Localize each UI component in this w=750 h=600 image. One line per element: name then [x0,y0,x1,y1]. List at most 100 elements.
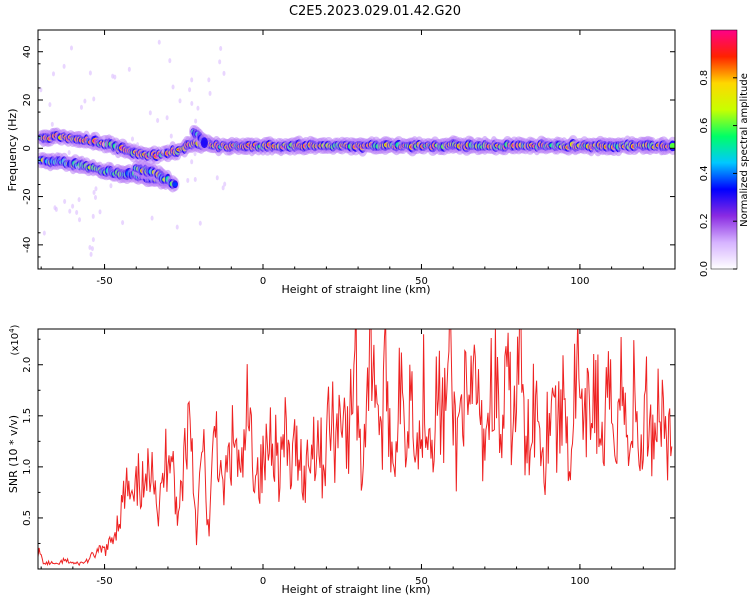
heatmap-speck [121,220,125,226]
snr-x-tick-label: -50 [96,576,112,587]
heatmap-speck [91,213,95,219]
heatmap-speck [168,58,172,64]
heatmap-x-label: Height of straight line (km) [281,283,430,296]
snr-y-multiplier: (x104) [8,324,21,355]
heatmap-speck [193,151,197,157]
heatmap-speck [62,63,66,69]
heatmap-speck [165,115,169,121]
heatmap-speck [148,110,152,116]
heatmap-speck [196,105,200,111]
heatmap-speck [150,215,154,221]
heatmap-speck [186,177,190,183]
heatmap-cell-core [172,182,178,187]
heatmap-speck [98,209,102,215]
heatmap-speck [198,220,202,226]
snr-y-tick-label: 2.0 [22,357,33,373]
heatmap-speck [208,90,212,96]
heatmap-cell-core [201,139,208,146]
snr-x-tick-label: 0 [260,576,266,587]
heatmap-speck [63,199,67,205]
heatmap-speck [91,237,95,243]
figure-title: C2E5.2023.029.01.42.G20 [289,4,461,19]
heatmap-speck [190,77,194,83]
heatmap-speck [188,87,192,93]
heatmap-speck [76,165,80,171]
heatmap-speck [156,117,160,123]
heatmap-speck [221,185,225,191]
heatmap-speck [223,181,227,187]
colorbar-ticks: 0.0 0.2 0.4 0.6 0.8 [699,70,737,277]
heatmap-speck [92,96,96,102]
heatmap-speck [89,251,93,257]
heatmap-speck [90,246,94,252]
snr-x-tick-label: 100 [570,576,589,587]
heatmap-speck [149,159,153,165]
heatmap-x-tick-label: -50 [96,276,112,287]
heatmap-speck [78,217,82,223]
colorbar-bar [710,29,738,270]
colorbar-tick-label: 0.6 [699,118,710,134]
snr-y-tick-label: 1.0 [22,459,33,475]
heatmap-speck [218,59,222,65]
heatmap-speck [88,70,92,76]
heatmap-speck [68,208,72,214]
heatmap-speck [113,74,117,80]
heatmap-y-tick-label: -40 [22,237,33,253]
heatmap-speck [194,118,198,124]
heatmap-speck [88,244,92,250]
heatmap-speck [75,210,79,216]
snr-panel: -50 0 50 100 0.5 1.0 1.5 2.0 Height of straigh… [7,324,676,596]
heatmap-speck [136,142,140,148]
heatmap-speck [69,45,73,51]
heatmap-speck [161,148,165,154]
heatmap-frame [37,29,676,270]
heatmap-speck [102,142,106,148]
colorbar-tick-label: 0.0 [699,261,710,277]
heatmap-speck [169,133,173,139]
snr-y-ticks: 0.5 1.0 1.5 2.0 [22,338,675,544]
heatmap-y-tick-label: 40 [22,45,33,58]
heatmap-speck [175,224,179,230]
snr-x-tick-label: 50 [415,576,428,587]
heatmap-cell-core [669,142,675,149]
heatmap-y-tick-label: -20 [22,188,33,204]
heatmap-speck [53,205,57,211]
heatmap-speck [207,77,211,83]
heatmap-x-tick-label: 0 [260,276,266,287]
heatmap-speck [193,176,197,182]
heatmap-panel: -50 0 50 100 -40 -20 0 20 40 Height of straight… [6,29,676,296]
colorbar-label: Normalized spectral amplitude [739,73,750,227]
heatmap-speck [92,190,96,196]
snr-x-label: Height of straight line (km) [281,583,430,596]
heatmap-speck [94,186,98,192]
heatmap-speck [50,121,54,127]
heatmap-speck [77,197,81,203]
colorbar-tick-label: 0.4 [699,165,710,181]
heatmap-y-tick-label: 0 [22,145,33,151]
heatmap-speck [157,39,161,45]
snr-series-line [38,329,673,567]
heatmap-marks [38,39,675,257]
heatmap-speck [93,195,97,201]
colorbar-tick-label: 0.8 [699,70,710,86]
heatmap-speck [190,101,194,107]
snr-frame [37,328,676,570]
heatmap-x-tick-label: 50 [415,276,428,287]
heatmap-speck [102,135,106,141]
heatmap-speck [109,183,113,189]
heatmap-x-tick-label: 100 [570,276,589,287]
heatmap-speck [127,66,131,72]
heatmap-y-label: Frequency (Hz) [6,109,19,192]
heatmap-speck [39,87,43,93]
heatmap-speck [48,102,52,108]
snr-y-tick-label: 0.5 [22,510,33,526]
heatmap-speck [215,175,219,181]
heatmap-speck [83,98,87,104]
heatmap-speck [71,203,75,209]
heatmap-speck [42,230,46,236]
heatmap-speck [130,136,134,142]
snr-y-tick-label: 1.5 [22,408,33,424]
heatmap-speck [67,150,71,156]
